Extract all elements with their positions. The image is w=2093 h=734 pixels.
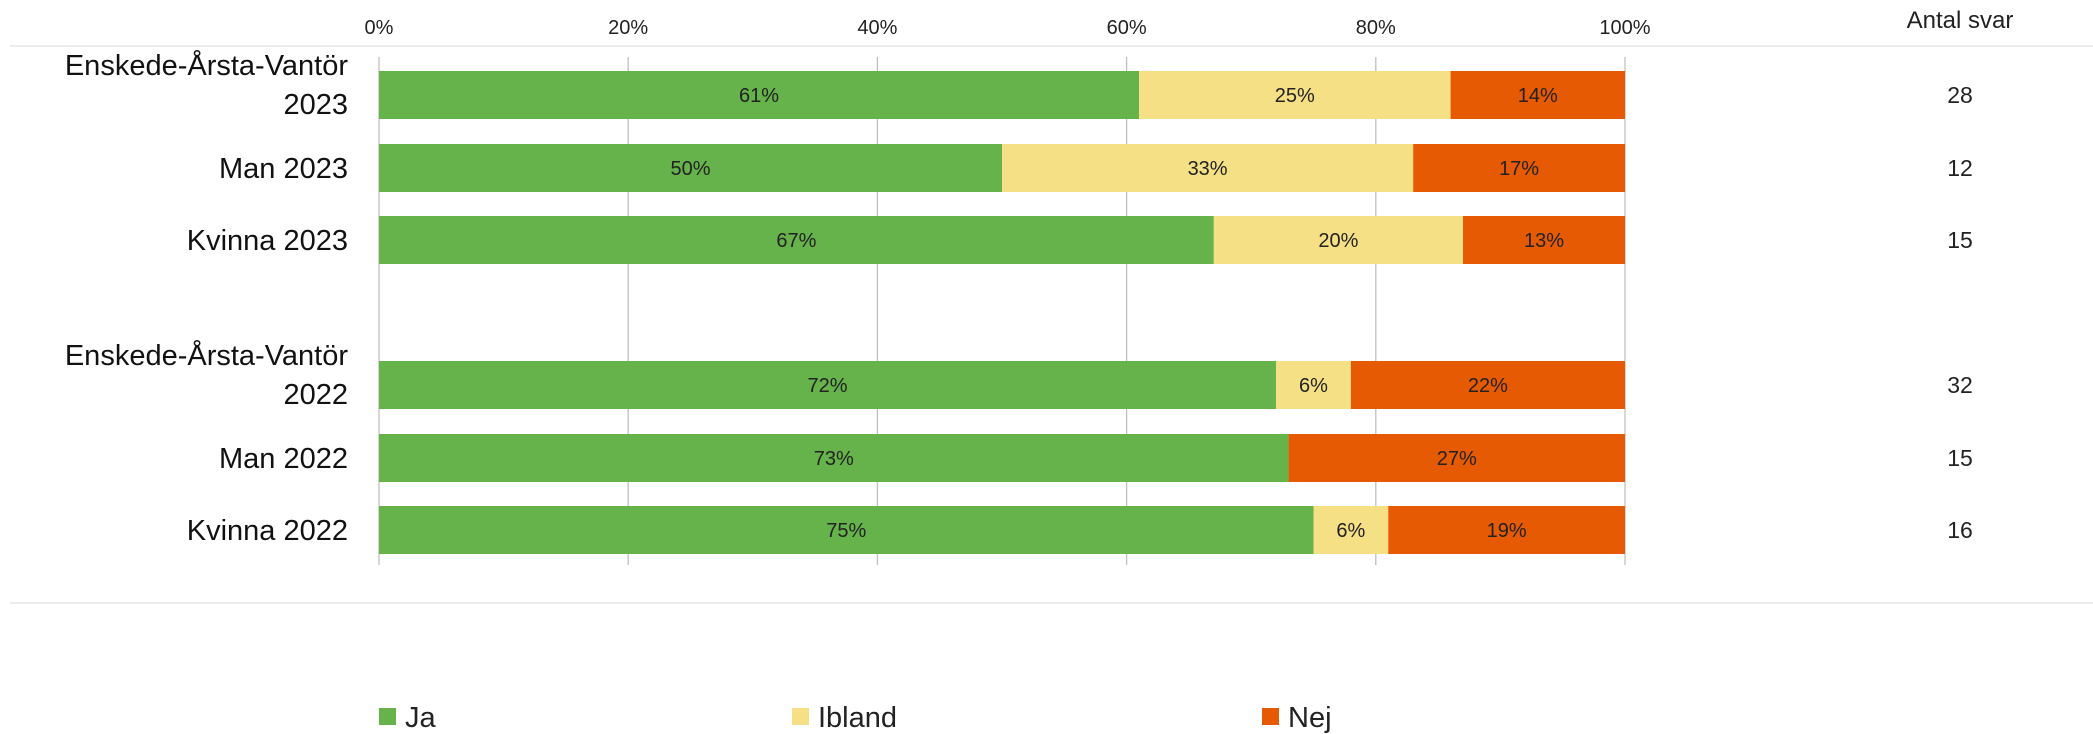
data-label: 22% xyxy=(1468,375,1508,397)
bar-segment-ibland xyxy=(1276,361,1351,409)
category-label: Man 2023 xyxy=(219,153,348,185)
bar-segment-ja xyxy=(379,361,1277,409)
bar-segment-ja xyxy=(379,506,1314,554)
bar-segment-ibland xyxy=(1213,216,1464,264)
response-count: 15 xyxy=(1947,445,1973,471)
gridlines xyxy=(378,57,1626,565)
response-count: 15 xyxy=(1947,227,1973,253)
legend-swatch-ja xyxy=(379,708,396,725)
data-label: 61% xyxy=(739,85,779,107)
data-label: 27% xyxy=(1437,448,1477,470)
category-label: Man 2022 xyxy=(219,443,348,475)
category-label: Kvinna 2022 xyxy=(187,515,348,547)
data-label: 6% xyxy=(1336,520,1365,542)
data-label: 75% xyxy=(826,520,866,542)
legend-swatch-nej xyxy=(1262,708,1279,725)
data-label: 67% xyxy=(776,230,816,252)
data-label: 17% xyxy=(1499,158,1539,180)
x-tick-label: 40% xyxy=(857,17,897,39)
legend-label-ja: Ja xyxy=(405,702,437,734)
bar-segment-nej xyxy=(1350,361,1625,409)
category-label-line: Enskede-Årsta-Vantör xyxy=(65,49,348,82)
category-label-line: 2022 xyxy=(283,379,348,411)
category-label: Kvinna 2023 xyxy=(187,225,348,257)
bar-segment-ja xyxy=(379,216,1214,264)
data-label: 72% xyxy=(808,375,848,397)
legend-label-nej: Nej xyxy=(1288,702,1332,734)
legend-label-ibland: Ibland xyxy=(818,702,897,734)
x-tick-label: 60% xyxy=(1107,17,1147,39)
bar-segment-ibland xyxy=(1002,144,1414,192)
data-label: 6% xyxy=(1299,375,1328,397)
bar-segment-nej xyxy=(1413,144,1625,192)
x-tick-label: 80% xyxy=(1356,17,1396,39)
response-count: 32 xyxy=(1947,372,1973,398)
data-label: 20% xyxy=(1318,230,1358,252)
x-tick-label: 0% xyxy=(365,17,394,39)
response-count: 16 xyxy=(1947,517,1973,543)
data-label: 13% xyxy=(1524,230,1564,252)
bar-segment-nej xyxy=(1388,506,1625,554)
data-label: 25% xyxy=(1275,85,1315,107)
response-count: 28 xyxy=(1947,82,1973,108)
data-label: 19% xyxy=(1487,520,1527,542)
category-labels: Enskede-Årsta-Vantör 2023 Man 2023 Kvinna 2… xyxy=(65,49,348,547)
category-label-line: 2023 xyxy=(283,89,348,121)
legend-swatch-ibland xyxy=(792,708,809,725)
bar-segment-ja xyxy=(379,434,1289,482)
data-label: 50% xyxy=(670,158,710,180)
legend: Ja Ibland Nej xyxy=(379,702,1332,734)
x-tick-label: 20% xyxy=(608,17,648,39)
bar-segment-nej xyxy=(1463,216,1625,264)
bar-segment-nej xyxy=(1450,71,1625,119)
bar-segment-nej xyxy=(1288,434,1625,482)
response-counts: Antal svar 28 12 15 32 15 16 xyxy=(1907,7,2014,543)
bar-segment-ibland xyxy=(1313,506,1389,554)
data-label: 14% xyxy=(1518,85,1558,107)
separator-lines xyxy=(10,45,2093,604)
bar-segment-ja xyxy=(379,144,1002,192)
x-tick-label: 100% xyxy=(1599,17,1650,39)
x-axis-ticks: 0% 20% 40% 60% 80% 100% xyxy=(365,17,1651,39)
count-column-header: Antal svar xyxy=(1907,7,2014,34)
data-label: 73% xyxy=(814,448,854,470)
response-count: 12 xyxy=(1947,155,1973,181)
bars: 61% 25% 14% 50% 33% 17% 67% 20% 13% 72% 6% 22% 73% 27… xyxy=(379,71,1625,554)
category-label-line: Enskede-Årsta-Vantör xyxy=(65,339,348,372)
data-label: 33% xyxy=(1188,158,1228,180)
bar-segment-ibland xyxy=(1139,71,1451,119)
bar-segment-ja xyxy=(379,71,1140,119)
